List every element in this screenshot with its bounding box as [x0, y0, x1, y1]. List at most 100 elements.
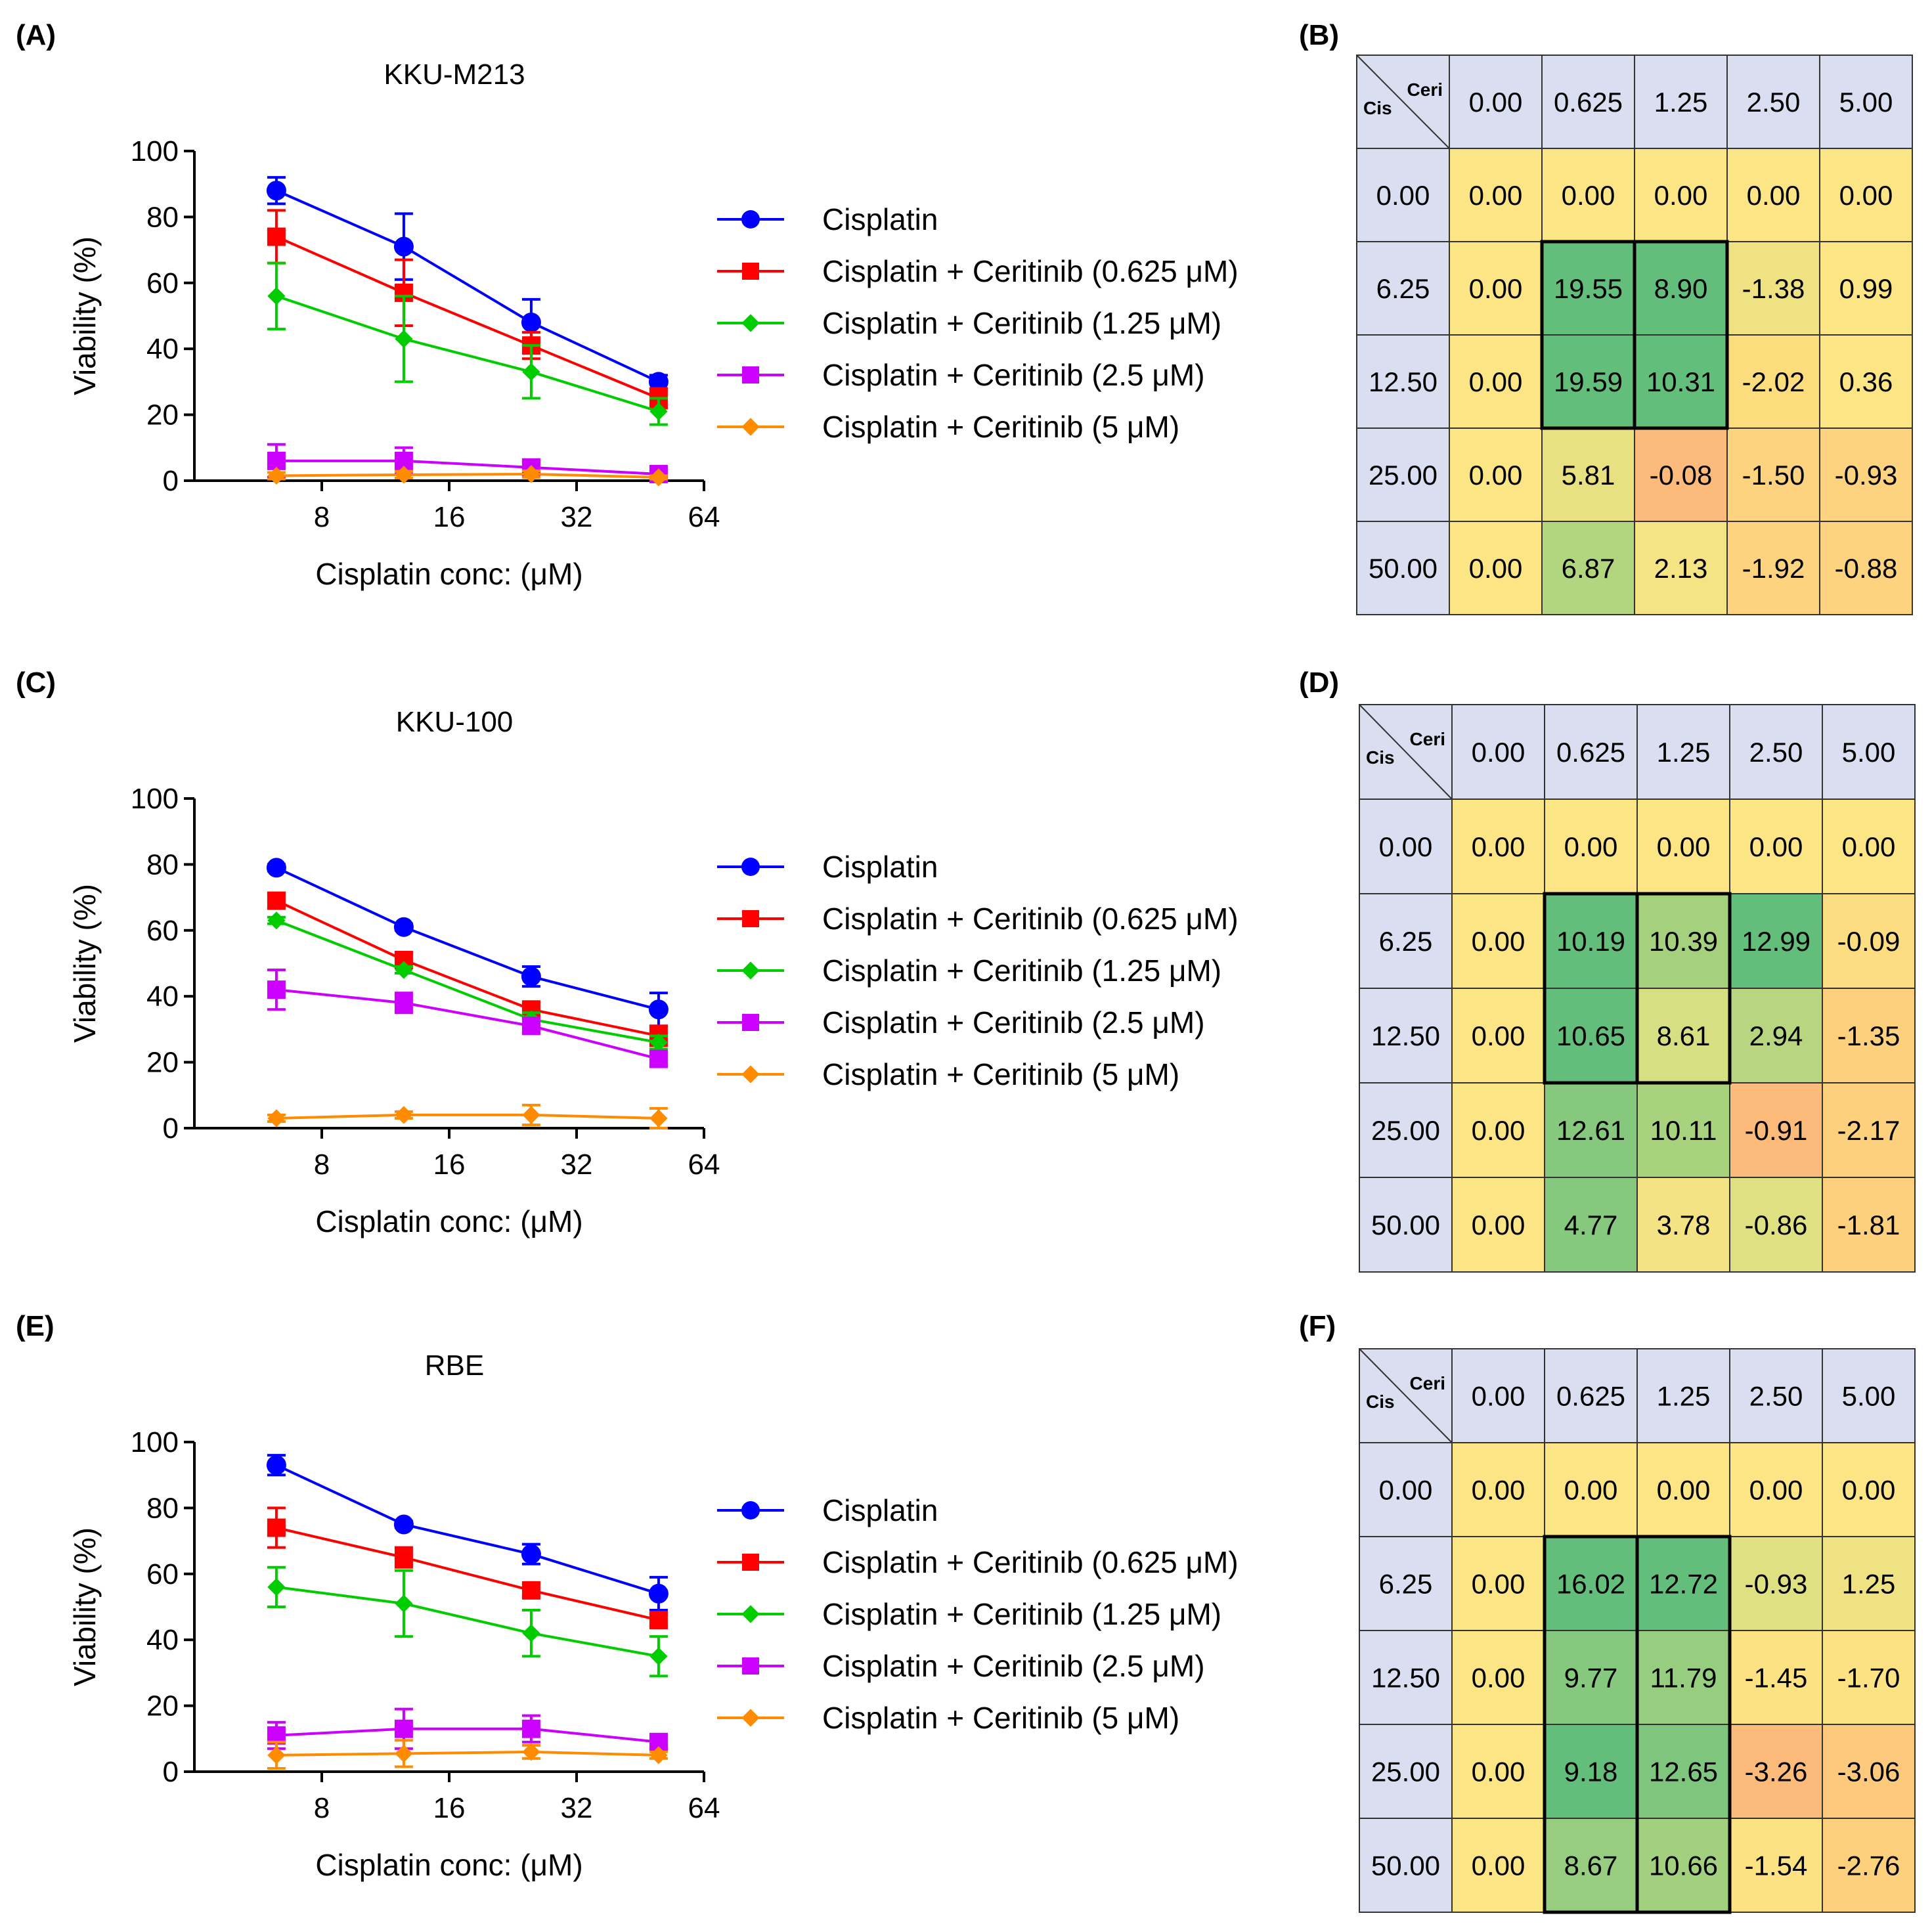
heat-cell — [1636, 1724, 1730, 1819]
row-header-cell — [1359, 893, 1453, 989]
data-point — [266, 858, 286, 878]
data-point — [394, 1719, 413, 1738]
heat-cell — [1636, 1442, 1730, 1537]
data-point — [521, 1719, 540, 1738]
legend-marker — [741, 314, 760, 332]
viability-chart-2: (C) KKU-100 0 20 40 60 80 100 8 16 32 64 Cisplatin c… — [16, 667, 1239, 1238]
heat-cell-value: -1.38 — [1742, 273, 1805, 304]
heat-cell-value: -3.26 — [1745, 1757, 1808, 1787]
legend-marker — [741, 1605, 760, 1623]
col-header-label: 1.25 — [1657, 737, 1711, 768]
legend-label: Cisplatin + Ceritinib (1.25 μM) — [822, 953, 1221, 988]
data-point — [522, 465, 540, 483]
series-line — [276, 1526, 659, 1622]
data-point — [648, 999, 669, 1020]
heat-cell-value: 0.00 — [1472, 926, 1526, 957]
col-header-label: 0.625 — [1556, 737, 1625, 768]
row-header-label: 12.50 — [1371, 1663, 1440, 1694]
legend-marker — [742, 1554, 759, 1571]
heat-cell-value: 0.00 — [1472, 1757, 1526, 1787]
series-2 — [267, 209, 668, 410]
corner-row-label: Cis — [1363, 98, 1392, 118]
heat-cell-value: 0.00 — [1469, 553, 1523, 584]
col-header-cell — [1451, 1348, 1545, 1443]
y-tick-label: 40 — [146, 980, 179, 1013]
heat-cell — [1451, 1442, 1545, 1537]
data-point — [522, 1624, 540, 1642]
chart-title: RBE — [425, 1349, 484, 1382]
x-tick-label: 16 — [433, 1792, 466, 1824]
data-point — [649, 1049, 668, 1068]
heat-cell-value: -1.45 — [1745, 1663, 1808, 1694]
heat-cell — [1544, 1177, 1638, 1273]
data-point — [649, 1033, 668, 1052]
heat-cell — [1634, 241, 1728, 336]
row-header-label: 50.00 — [1371, 1850, 1440, 1881]
heat-cell-value: 0.36 — [1839, 366, 1893, 397]
panel-label: (D) — [1299, 667, 1339, 699]
legend-marker — [741, 1709, 760, 1727]
series-line — [276, 189, 659, 383]
heat-cell-value: -1.50 — [1742, 460, 1805, 491]
corner-diagonal — [1356, 55, 1450, 149]
heat-cell-value: 4.77 — [1564, 1210, 1618, 1240]
x-tick-label: 8 — [314, 1149, 330, 1181]
y-tick-label: 40 — [146, 1624, 179, 1656]
legend-label: Cisplatin + Ceritinib (2.5 μM) — [822, 358, 1205, 392]
data-point — [267, 287, 286, 305]
heat-cell — [1729, 1082, 1823, 1178]
row-header-label: 50.00 — [1369, 553, 1438, 584]
series-line — [276, 459, 659, 475]
heat-cell-value: 16.02 — [1556, 1569, 1625, 1600]
col-header-label: 1.25 — [1657, 1381, 1711, 1412]
x-axis-title: Cisplatin conc: (μM) — [315, 1848, 582, 1882]
row-header-label: 25.00 — [1369, 460, 1438, 491]
x-tick-label: 32 — [561, 1149, 593, 1181]
legend: Cisplatin Cisplatin + Ceritinib (0.625 μM… — [717, 850, 1239, 1091]
heat-cell-value: 6.87 — [1562, 553, 1615, 584]
col-header-cell — [1544, 1348, 1638, 1443]
legend-marker — [741, 1065, 760, 1083]
heat-cell — [1544, 893, 1638, 989]
legend-label: Cisplatin + Ceritinib (0.625 μM) — [822, 1545, 1239, 1579]
heat-cell-value: -1.54 — [1745, 1850, 1808, 1881]
heat-cell — [1819, 427, 1913, 522]
heat-cell-value: -1.70 — [1837, 1663, 1900, 1694]
heat-cell — [1729, 1536, 1823, 1631]
series-3 — [267, 911, 668, 1052]
y-tick-label: 80 — [146, 201, 179, 233]
heat-cell-value: 0.00 — [1472, 1569, 1526, 1600]
heat-cell — [1822, 988, 1916, 1083]
y-axis-title: Viability (%) — [68, 1527, 102, 1686]
col-header-label: 5.00 — [1842, 737, 1896, 768]
col-header-cell — [1822, 704, 1916, 800]
data-point — [648, 372, 669, 392]
row-header-cell — [1359, 799, 1453, 894]
heat-cell — [1449, 427, 1543, 522]
y-tick-label: 60 — [146, 1558, 179, 1590]
heat-cell — [1634, 521, 1728, 615]
heat-cell — [1819, 148, 1913, 242]
heat-cell — [1449, 521, 1543, 615]
data-point — [521, 1017, 540, 1036]
y-axis-title: Viability (%) — [68, 884, 102, 1043]
heat-cell-value: 0.00 — [1469, 273, 1523, 304]
heat-cell-value: 0.00 — [1749, 831, 1803, 862]
row-header-label: 0.00 — [1376, 180, 1430, 211]
heat-cell-value: 0.00 — [1472, 1663, 1526, 1694]
heat-cell-value: 10.11 — [1650, 1115, 1717, 1146]
row-header-cell — [1359, 1818, 1453, 1913]
row-header-label: 0.00 — [1379, 1475, 1433, 1506]
heat-cell — [1636, 1536, 1730, 1631]
corner-col-label: Ceri — [1410, 1373, 1445, 1393]
heat-cell — [1822, 1082, 1916, 1178]
heat-cell-value: 0.00 — [1842, 831, 1896, 862]
heat-cell-value: -2.02 — [1742, 366, 1805, 397]
heat-cell — [1451, 1177, 1545, 1273]
y-axis-title: Viability (%) — [68, 236, 102, 395]
corner-row-label: Cis — [1366, 1391, 1395, 1412]
heat-cell-value: -0.93 — [1745, 1569, 1808, 1600]
heat-cell-value: 12.72 — [1649, 1569, 1718, 1600]
series-line — [276, 1727, 659, 1743]
row-header-label: 0.00 — [1379, 831, 1433, 862]
